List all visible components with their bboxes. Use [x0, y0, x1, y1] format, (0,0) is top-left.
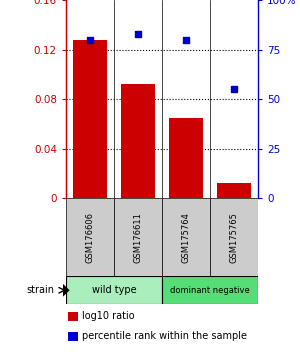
Text: GSM175765: GSM175765: [230, 212, 238, 263]
Text: strain: strain: [26, 285, 54, 295]
Bar: [114, 198, 162, 276]
Bar: [66, 276, 162, 304]
Bar: [66, 198, 114, 276]
Bar: [217, 183, 251, 198]
Bar: [162, 276, 258, 304]
Text: GSM175764: GSM175764: [182, 212, 190, 263]
Bar: [169, 118, 203, 198]
Bar: [121, 84, 155, 198]
Text: percentile rank within the sample: percentile rank within the sample: [82, 331, 247, 341]
Point: [184, 37, 188, 42]
Bar: [68, 332, 79, 341]
Point: [136, 31, 140, 36]
Text: log10 ratio: log10 ratio: [82, 311, 135, 321]
Text: wild type: wild type: [92, 285, 136, 295]
Point: [232, 86, 236, 92]
Bar: [210, 198, 258, 276]
Bar: [162, 198, 210, 276]
Bar: [73, 40, 107, 198]
Text: dominant negative: dominant negative: [170, 286, 250, 295]
Bar: [68, 312, 79, 321]
Text: GSM176606: GSM176606: [85, 212, 94, 263]
Point: [88, 37, 92, 42]
Text: GSM176611: GSM176611: [134, 212, 142, 263]
